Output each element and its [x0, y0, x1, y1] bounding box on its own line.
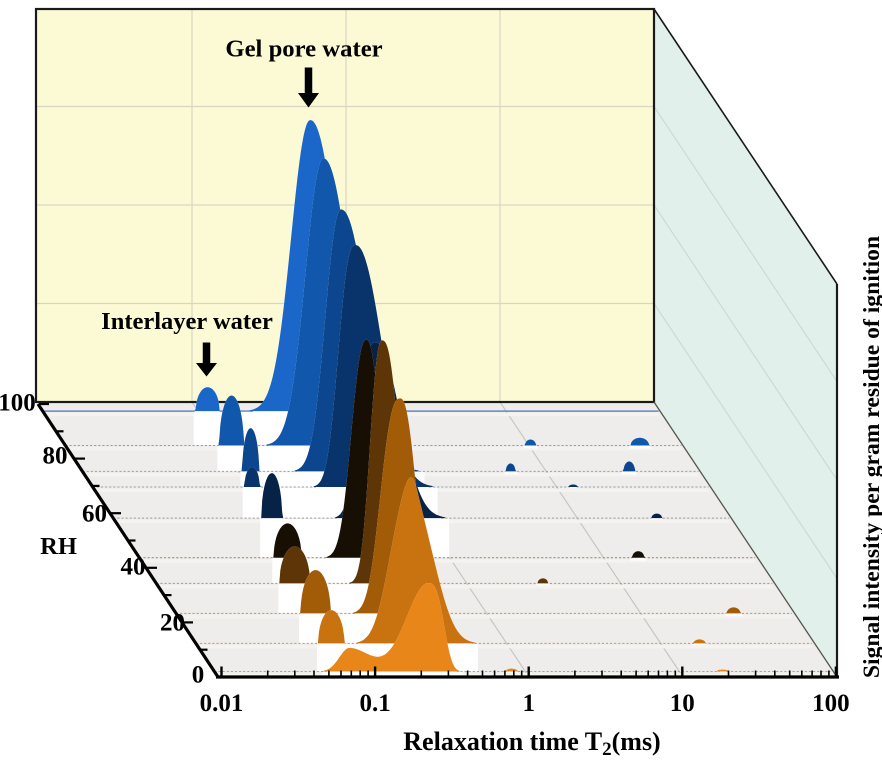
- svg-text:Interlayer water: Interlayer water: [101, 308, 273, 335]
- svg-text:60: 60: [82, 501, 107, 528]
- svg-text:Relaxation time T2(ms): Relaxation time T2(ms): [403, 727, 660, 760]
- svg-text:Signal intensity per gram resi: Signal intensity per gram residue of ign…: [859, 236, 882, 678]
- svg-text:20: 20: [160, 610, 185, 637]
- svg-text:100: 100: [0, 390, 36, 417]
- svg-text:Gel pore water: Gel pore water: [225, 36, 382, 63]
- svg-text:0: 0: [192, 662, 205, 689]
- svg-text:0.1: 0.1: [359, 690, 390, 717]
- svg-text:1: 1: [522, 690, 535, 717]
- svg-text:0.01: 0.01: [200, 690, 244, 717]
- svg-text:80: 80: [43, 443, 68, 470]
- svg-text:100: 100: [812, 690, 850, 717]
- svg-text:RH: RH: [40, 533, 77, 560]
- svg-text:10: 10: [670, 690, 695, 717]
- svg-text:40: 40: [121, 554, 146, 581]
